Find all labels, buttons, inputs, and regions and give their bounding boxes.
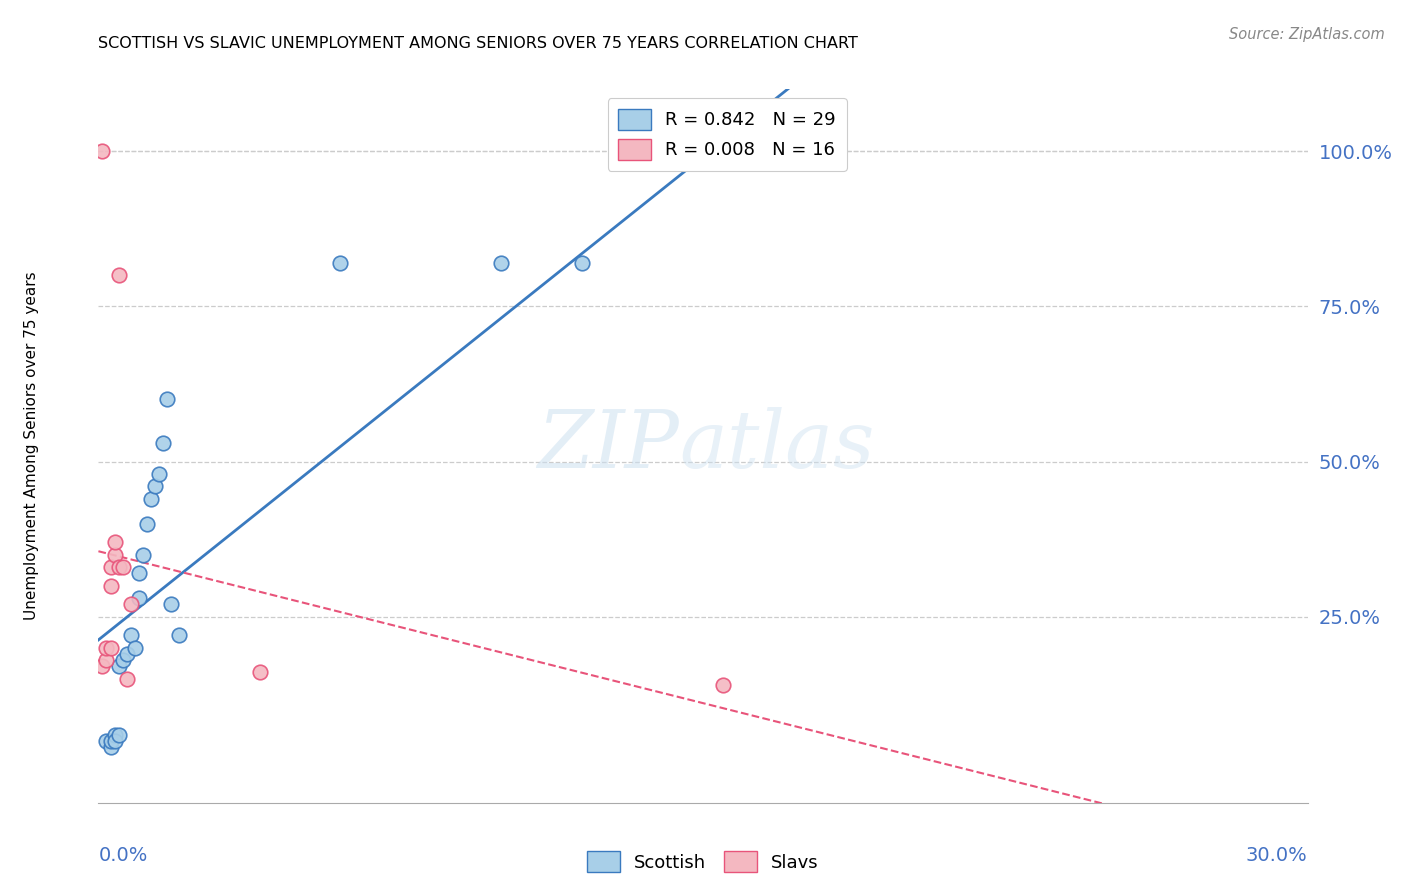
Point [96, 640, 118, 655]
Point [100, 579, 122, 593]
Point [711, 145, 734, 159]
Point [491, 256, 513, 270]
Point [107, 659, 129, 673]
Point [711, 678, 734, 692]
Text: ZIP: ZIP [537, 408, 679, 484]
Point [91, 145, 114, 159]
Point [733, 145, 755, 159]
Point [139, 491, 162, 506]
Point [100, 733, 122, 747]
Point [115, 647, 138, 661]
Legend: Scottish, Slavs: Scottish, Slavs [579, 844, 827, 880]
Point [329, 256, 352, 270]
Point [120, 597, 142, 611]
Point [103, 535, 125, 549]
Point [724, 145, 747, 159]
Point [100, 739, 122, 754]
Point [132, 548, 155, 562]
Text: atlas: atlas [679, 408, 875, 484]
Point [96, 653, 118, 667]
Point [103, 548, 125, 562]
Point [128, 591, 150, 605]
Point [100, 560, 122, 574]
Point [156, 392, 179, 407]
Point [91, 659, 114, 673]
Text: 30.0%: 30.0% [1246, 846, 1308, 864]
Point [107, 727, 129, 741]
Point [111, 653, 134, 667]
Point [249, 665, 271, 680]
Point [120, 628, 142, 642]
Point [128, 566, 150, 581]
Point [143, 479, 166, 493]
Text: Source: ZipAtlas.com: Source: ZipAtlas.com [1229, 27, 1385, 42]
Point [115, 672, 138, 686]
Point [103, 733, 125, 747]
Point [793, 145, 815, 159]
Point [107, 268, 129, 283]
Point [571, 256, 593, 270]
Point [152, 436, 174, 450]
Text: SCOTTISH VS SLAVIC UNEMPLOYMENT AMONG SENIORS OVER 75 YEARS CORRELATION CHART: SCOTTISH VS SLAVIC UNEMPLOYMENT AMONG SE… [98, 36, 858, 51]
Point [135, 516, 157, 531]
Point [100, 640, 122, 655]
Point [103, 727, 125, 741]
Point [124, 640, 146, 655]
Point [160, 597, 183, 611]
Point [167, 628, 190, 642]
Point [96, 733, 118, 747]
Text: Unemployment Among Seniors over 75 years: Unemployment Among Seniors over 75 years [24, 272, 39, 620]
Text: 0.0%: 0.0% [98, 846, 148, 864]
Point [107, 560, 129, 574]
Point [148, 467, 170, 481]
Point [111, 560, 134, 574]
